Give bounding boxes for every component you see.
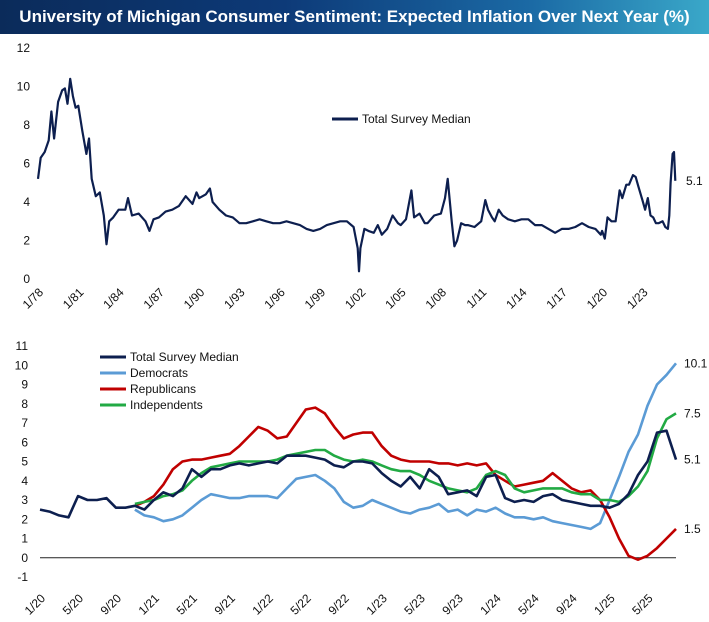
chart2-x-tick-label: 1/20 [22, 591, 49, 618]
chart1-x-tick-label: 1/87 [141, 285, 168, 312]
chart2-x-tick-label: 1/23 [363, 591, 390, 618]
chart1-x-tick-label: 1/23 [624, 285, 651, 312]
chart2-end-label-republicans: 1.5 [684, 522, 701, 536]
chart2-series-democrats-line [134, 362, 678, 531]
chart1-x-tick-label: 1/90 [181, 285, 208, 312]
chart1-y-tick-label: 4 [23, 195, 30, 209]
chart2-x-tick-label: 5/22 [287, 591, 314, 618]
chart2-y-tick-label: 2 [21, 512, 28, 526]
chart1-x-tick-label: 1/17 [544, 285, 571, 312]
chart1-x-tick-label: 1/84 [100, 285, 127, 312]
chart1-end-label: 5.1 [686, 174, 703, 188]
chart2-x-tick-label: 5/20 [60, 591, 87, 618]
chart1-x-tick-label: 1/78 [20, 285, 47, 312]
chart2-x-tick-label: 1/22 [250, 591, 277, 618]
chart1-x-tick-label: 1/99 [302, 285, 329, 312]
chart2-x-tick-label: 1/24 [477, 591, 504, 618]
chart2-x-tick-label: 5/25 [629, 591, 656, 618]
chart1-x-tick-label: 1/02 [342, 285, 369, 312]
chart1-x-tick-label: 1/05 [382, 285, 409, 312]
chart2-x-tick-label: 9/24 [553, 591, 580, 618]
chart1-y-tick-label: 10 [17, 80, 31, 94]
chart1-legend-label-total: Total Survey Median [362, 112, 471, 126]
chart2-x-tick-label: 1/21 [136, 591, 163, 618]
chart1-x-tick-label: 1/11 [464, 285, 490, 311]
chart2-y-tick-label: 9 [21, 378, 28, 392]
chart2-legend-label-total-survey-median: Total Survey Median [130, 350, 239, 364]
chart1-y-tick-label: 8 [23, 118, 30, 132]
chart2-end-label-total-survey-median: 5.1 [684, 453, 701, 467]
chart2-y-tick-label: 3 [21, 493, 28, 507]
chart1-y-tick-label: 0 [23, 272, 30, 286]
chart2-x-tick-label: 1/25 [591, 591, 618, 618]
chart2-end-label-independents: 7.5 [684, 406, 701, 420]
chart2-x-tick-label: 9/20 [98, 591, 125, 618]
chart2-x-tick-label: 9/22 [325, 591, 352, 618]
chart2-x-tick-label: 5/21 [174, 591, 201, 618]
chart1-x-tick-label: 1/96 [261, 285, 288, 312]
chart2-y-tick-label: 10 [15, 358, 29, 372]
chart2-y-tick-label: 11 [16, 339, 29, 353]
chart-title: University of Michigan Consumer Sentimen… [0, 0, 709, 34]
chart1-x-tick-label: 1/93 [221, 285, 248, 312]
chart2-y-tick-label: 0 [21, 551, 28, 565]
chart2-y-tick-label: 4 [21, 474, 28, 488]
chart2-legend-label-republicans: Republicans [130, 382, 196, 396]
chart1-x-tick-label: 1/08 [423, 285, 450, 312]
chart2-series-republicans-line [134, 406, 677, 561]
chart2-y-tick-label: 7 [21, 416, 28, 430]
chart2-y-tick-label: 1 [21, 532, 28, 546]
chart1-x-tick-label: 1/14 [503, 285, 530, 312]
chart2-series-independents-line [134, 412, 677, 506]
chart2-legend-label-independents: Independents [130, 398, 203, 412]
chart2-y-tick-label: 6 [21, 435, 28, 449]
chart2-end-label-democrats: 10.1 [684, 356, 708, 370]
chart2-y-tick-label: 5 [21, 455, 28, 469]
chart2-x-tick-label: 5/23 [401, 591, 428, 618]
chart1-y-tick-label: 2 [23, 234, 30, 248]
chart1-y-tick-label: 12 [17, 41, 31, 55]
chart2-y-tick-label: -1 [17, 570, 28, 584]
chart2-x-tick-label: 9/21 [212, 591, 239, 618]
chart1-x-tick-label: 1/20 [584, 285, 611, 312]
chart1-y-tick-label: 6 [23, 157, 30, 171]
chart2-x-tick-label: 5/24 [515, 591, 542, 618]
chart2-x-tick-label: 9/23 [439, 591, 466, 618]
chart2-legend-label-democrats: Democrats [130, 366, 188, 380]
chart1-x-tick-label: 1/81 [60, 285, 87, 312]
chart2-y-tick-label: 8 [21, 397, 28, 411]
chart1-series-total-line [36, 77, 677, 273]
chart2-series-total-survey-median-line [39, 429, 678, 519]
